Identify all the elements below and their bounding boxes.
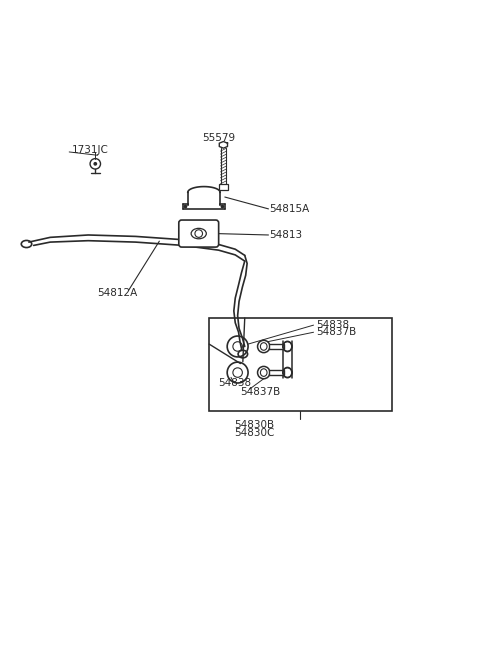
Polygon shape (219, 141, 228, 148)
Text: 54838: 54838 (316, 320, 349, 330)
Text: 54830C: 54830C (234, 428, 275, 438)
Text: 54838: 54838 (219, 379, 252, 388)
Text: 54815A: 54815A (269, 204, 310, 214)
Text: 1731JC: 1731JC (72, 145, 108, 155)
Text: 54812A: 54812A (97, 288, 138, 298)
Circle shape (183, 204, 187, 208)
Circle shape (94, 162, 97, 166)
Text: 54837B: 54837B (240, 386, 280, 396)
Circle shape (220, 204, 224, 208)
Bar (269, 370, 284, 375)
Bar (209, 318, 392, 411)
Bar (269, 344, 284, 349)
Text: 54813: 54813 (269, 230, 302, 240)
FancyBboxPatch shape (179, 220, 219, 247)
Text: 55579: 55579 (202, 133, 235, 143)
FancyBboxPatch shape (219, 184, 228, 190)
Text: 54830B: 54830B (234, 420, 274, 430)
Text: 54837B: 54837B (316, 328, 356, 337)
